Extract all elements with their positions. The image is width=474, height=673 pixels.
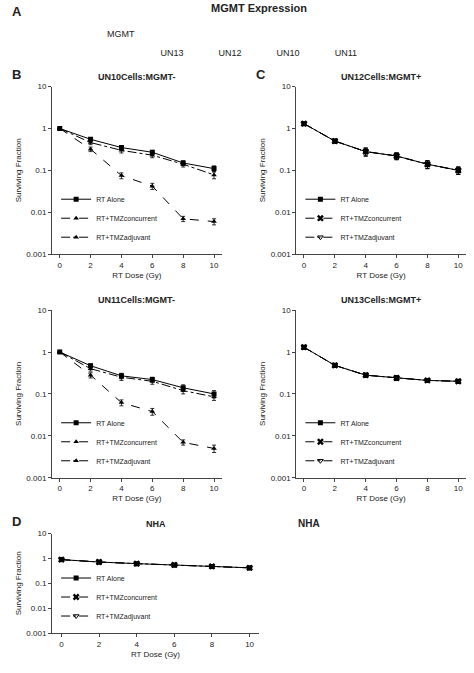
svg-text:10: 10 [454, 484, 463, 493]
svg-text:0.01: 0.01 [31, 432, 47, 441]
svg-text:2: 2 [97, 640, 102, 649]
svg-text:MGMT Expression: MGMT Expression [211, 2, 307, 14]
svg-text:10: 10 [245, 640, 254, 649]
svg-text:2: 2 [88, 484, 93, 493]
svg-text:10: 10 [210, 261, 219, 270]
svg-text:0.01: 0.01 [31, 604, 47, 613]
svg-text:RT+TMZconcurrent: RT+TMZconcurrent [340, 438, 401, 445]
svg-text:RT Alone: RT Alone [96, 575, 125, 582]
svg-text:0.1: 0.1 [35, 579, 47, 588]
svg-text:1: 1 [42, 124, 47, 133]
svg-text:Surviving Fraction: Surviving Fraction [14, 362, 23, 426]
svg-text:RT+TMZadjuvant: RT+TMZadjuvant [96, 234, 150, 242]
svg-text:0: 0 [59, 640, 64, 649]
svg-text:UN10: UN10 [276, 48, 299, 58]
svg-text:2: 2 [333, 261, 338, 270]
svg-text:6: 6 [172, 640, 177, 649]
svg-text:RT+TMZconcurrent: RT+TMZconcurrent [96, 438, 157, 445]
svg-text:10: 10 [37, 82, 46, 91]
svg-text:RT Alone: RT Alone [340, 196, 369, 203]
svg-text:Surviving Fraction: Surviving Fraction [14, 138, 23, 202]
svg-text:0.001: 0.001 [271, 250, 292, 259]
svg-text:RT+TMZadjuvant: RT+TMZadjuvant [96, 457, 150, 465]
svg-text:D: D [12, 514, 21, 529]
svg-text:RT+TMZconcurrent: RT+TMZconcurrent [96, 215, 157, 222]
svg-text:RT Dose (Gy): RT Dose (Gy) [131, 650, 180, 659]
svg-text:8: 8 [181, 484, 186, 493]
svg-text:6: 6 [150, 261, 155, 270]
svg-text:0.1: 0.1 [35, 166, 47, 175]
svg-text:8: 8 [210, 640, 215, 649]
svg-text:0.001: 0.001 [271, 474, 292, 483]
svg-text:10: 10 [210, 484, 219, 493]
svg-text:UN12: UN12 [219, 48, 242, 58]
svg-text:10: 10 [282, 82, 291, 91]
svg-text:RT Dose (Gy): RT Dose (Gy) [112, 494, 161, 503]
svg-text:0.001: 0.001 [26, 250, 47, 259]
svg-text:RT Alone: RT Alone [96, 419, 125, 426]
svg-text:4: 4 [119, 484, 124, 493]
svg-text:4: 4 [363, 484, 368, 493]
svg-text:10: 10 [454, 261, 463, 270]
svg-text:0: 0 [57, 261, 62, 270]
svg-text:2: 2 [333, 484, 338, 493]
svg-text:B: B [12, 67, 21, 82]
svg-text:6: 6 [394, 261, 399, 270]
svg-text:8: 8 [425, 484, 430, 493]
svg-text:RT+TMZconcurrent: RT+TMZconcurrent [96, 594, 157, 601]
svg-text:MGMT: MGMT [107, 29, 135, 39]
svg-text:UN11Cells:MGMT-: UN11Cells:MGMT- [98, 295, 175, 305]
svg-text:6: 6 [394, 484, 399, 493]
svg-text:4: 4 [134, 640, 139, 649]
svg-text:0.01: 0.01 [31, 208, 47, 217]
svg-text:8: 8 [181, 261, 186, 270]
svg-text:RT Dose (Gy): RT Dose (Gy) [357, 271, 406, 280]
svg-text:UN10Cells:MGMT-: UN10Cells:MGMT- [98, 72, 176, 82]
svg-text:0.001: 0.001 [26, 629, 47, 638]
svg-text:4: 4 [119, 261, 124, 270]
svg-text:0: 0 [57, 484, 62, 493]
svg-text:UN11: UN11 [335, 48, 357, 58]
svg-text:RT Alone: RT Alone [340, 419, 369, 426]
svg-text:RT+TMZadjuvant: RT+TMZadjuvant [340, 234, 394, 242]
svg-text:UN12Cells:MGMT+: UN12Cells:MGMT+ [341, 72, 421, 82]
svg-text:0.1: 0.1 [280, 390, 292, 399]
svg-text:UN13Cells:MGMT+: UN13Cells:MGMT+ [341, 295, 421, 305]
svg-text:10: 10 [37, 529, 46, 538]
svg-text:0: 0 [302, 261, 307, 270]
svg-text:NHA: NHA [146, 519, 166, 529]
svg-text:Surviving Fraction: Surviving Fraction [258, 138, 267, 202]
svg-text:10: 10 [37, 306, 46, 315]
svg-text:RT+TMZconcurrent: RT+TMZconcurrent [340, 215, 401, 222]
svg-text:RT+TMZadjuvant: RT+TMZadjuvant [340, 457, 394, 465]
svg-text:Surviving Fraction: Surviving Fraction [258, 362, 267, 426]
svg-text:0.1: 0.1 [35, 390, 47, 399]
svg-text:6: 6 [150, 484, 155, 493]
svg-text:NHA: NHA [298, 518, 320, 529]
svg-text:A: A [12, 4, 22, 19]
svg-text:1: 1 [286, 124, 291, 133]
svg-text:2: 2 [88, 261, 93, 270]
svg-text:RT+TMZadjuvant: RT+TMZadjuvant [96, 613, 150, 621]
svg-text:RT Dose (Gy): RT Dose (Gy) [112, 271, 161, 280]
svg-text:0.01: 0.01 [275, 432, 291, 441]
svg-text:RT Alone: RT Alone [96, 196, 125, 203]
svg-text:UN13: UN13 [161, 48, 184, 58]
svg-text:8: 8 [425, 261, 430, 270]
svg-text:1: 1 [286, 348, 291, 357]
svg-text:0.01: 0.01 [275, 208, 291, 217]
svg-text:0.001: 0.001 [26, 474, 47, 483]
svg-text:1: 1 [42, 348, 47, 357]
svg-text:0: 0 [302, 484, 307, 493]
svg-text:C: C [256, 67, 266, 82]
svg-text:1: 1 [42, 554, 47, 563]
svg-text:4: 4 [363, 261, 368, 270]
svg-text:10: 10 [282, 306, 291, 315]
svg-text:RT Dose (Gy): RT Dose (Gy) [357, 494, 406, 503]
svg-text:Surviving Fraction: Surviving Fraction [14, 551, 23, 615]
svg-text:0.1: 0.1 [280, 166, 292, 175]
